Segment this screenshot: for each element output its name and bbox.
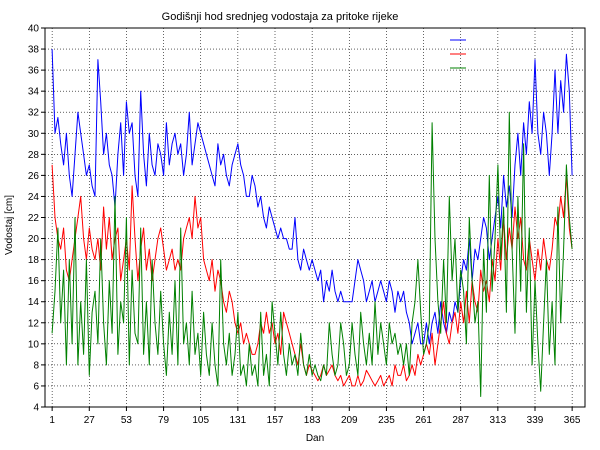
series-layer <box>51 49 573 397</box>
y-tick-label: 34 <box>28 87 40 98</box>
x-tick-label: 79 <box>158 415 170 426</box>
x-tick-label: 1 <box>49 415 55 426</box>
y-tick-label: 8 <box>33 360 39 371</box>
chart-title: Godišnji hod srednjeg vodostaja za prito… <box>162 11 399 23</box>
x-tick-label: 365 <box>564 415 581 426</box>
y-tick-label: 28 <box>28 150 40 161</box>
y-tick-label: 14 <box>28 297 40 308</box>
y-tick-label: 40 <box>28 24 40 35</box>
series-line-1 <box>51 49 573 345</box>
y-tick-label: 30 <box>28 129 40 140</box>
y-tick-label: 4 <box>33 403 39 414</box>
y-tick-label: 22 <box>28 213 40 224</box>
x-tick-label: 27 <box>84 415 96 426</box>
x-tick-label: 105 <box>192 415 209 426</box>
y-tick-label: 26 <box>28 171 40 182</box>
y-tick-label: 36 <box>28 66 40 77</box>
x-axis-label: Dan <box>306 433 324 444</box>
y-tick-label: 20 <box>28 234 40 245</box>
y-tick-label: 32 <box>28 108 40 119</box>
x-tick-label: 287 <box>452 415 469 426</box>
y-tick-label: 24 <box>28 192 40 203</box>
x-axis: 1 27 53 79 105 131 157 183 209 235 261 287 313 339 365 <box>49 407 581 426</box>
x-tick-label: 183 <box>304 415 321 426</box>
y-tick-label: 12 <box>28 318 40 329</box>
y-tick-label: 10 <box>28 339 40 350</box>
x-tick-label: 261 <box>415 415 432 426</box>
x-tick-label: 235 <box>378 415 395 426</box>
x-tick-label: 209 <box>341 415 358 426</box>
x-tick-label: 157 <box>267 415 284 426</box>
y-axis: 4 6 8 10 12 14 16 18 20 22 24 26 28 30 32 34 36 38 40 <box>28 24 45 414</box>
y-tick-label: 38 <box>28 45 40 56</box>
legend <box>450 39 466 69</box>
series-line-3 <box>51 111 573 397</box>
y-tick-label: 16 <box>28 276 40 287</box>
x-tick-label: 339 <box>527 415 544 426</box>
x-tick-label: 131 <box>230 415 247 426</box>
y-tick-label: 18 <box>28 255 40 266</box>
y-tick-label: 6 <box>33 381 39 392</box>
x-tick-label: 313 <box>490 415 507 426</box>
y-axis-label: Vodostaj [cm] <box>4 195 15 255</box>
x-tick-label: 53 <box>121 415 133 426</box>
